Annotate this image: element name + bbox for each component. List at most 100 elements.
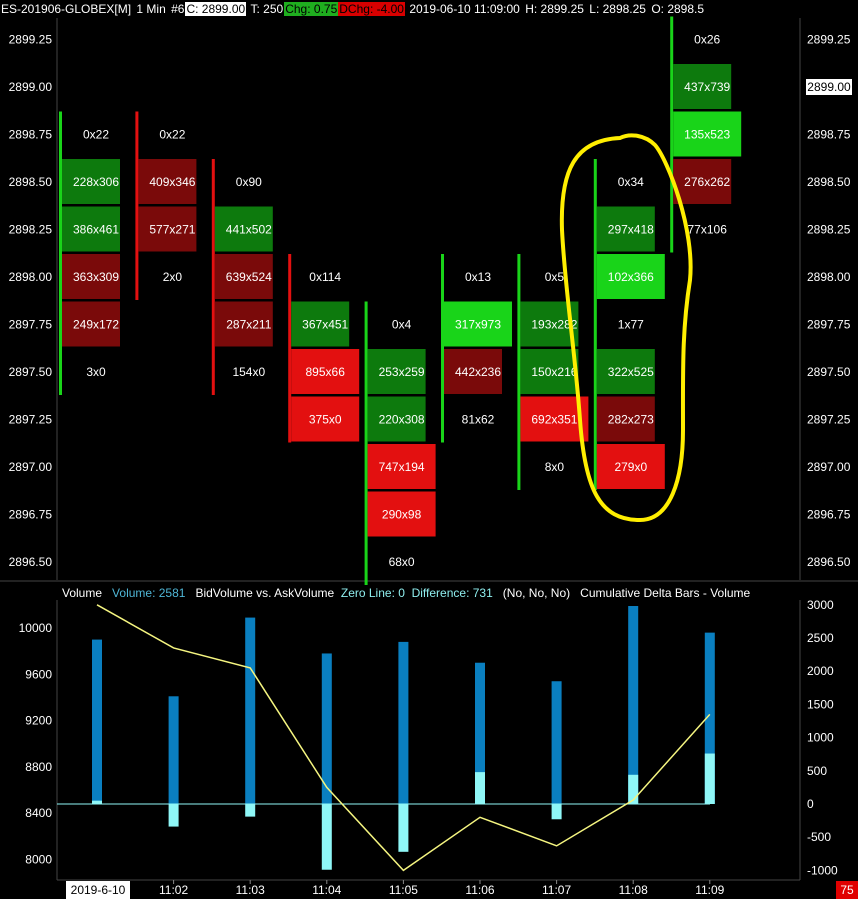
footprint-cell bbox=[62, 206, 120, 252]
footprint-cell-label: 577x271 bbox=[149, 223, 195, 237]
price-tick-label: 2897.00 bbox=[9, 460, 53, 474]
volume-tick-label: 10000 bbox=[19, 621, 53, 635]
price-tick-label: 2898.75 bbox=[9, 128, 53, 142]
footprint-cell bbox=[214, 254, 273, 299]
corner-badge[interactable]: 75 bbox=[836, 881, 858, 899]
footprint-cell bbox=[214, 301, 273, 347]
footprint-cell-label: 0x26 bbox=[694, 33, 720, 47]
footprint-cell-label: 895x66 bbox=[306, 365, 346, 379]
date-label: 2019-6-10 bbox=[66, 881, 130, 899]
footprint-cell bbox=[444, 349, 502, 394]
time-tick-label: 11:09 bbox=[695, 883, 724, 897]
footprint-cell-label: 287x211 bbox=[226, 318, 271, 332]
low-label: L: 2898.25 bbox=[589, 2, 646, 16]
legend-zero-line: Zero Line: 0 bbox=[340, 586, 405, 600]
delta-tick-label: 0 bbox=[807, 797, 814, 811]
footprint-cell-label: 437x739 bbox=[684, 80, 730, 94]
delta-tick-label: 1000 bbox=[807, 731, 834, 745]
price-tick-label: 2899.25 bbox=[807, 33, 851, 47]
price-tick-label: 2896.75 bbox=[807, 508, 851, 522]
price-tick-label: 2896.50 bbox=[807, 555, 851, 569]
volume-bar bbox=[475, 662, 485, 804]
price-tick-label: 2896.50 bbox=[9, 555, 53, 569]
volume-tick-label: 8800 bbox=[25, 760, 52, 774]
volume-bar bbox=[704, 632, 715, 804]
footprint-cell bbox=[673, 64, 732, 109]
footprint-cell-label: 253x259 bbox=[379, 365, 425, 379]
delta-bar bbox=[551, 804, 562, 820]
footprint-cell-label: 282x273 bbox=[608, 413, 654, 427]
footprint-cell-label: 442x236 bbox=[455, 365, 501, 379]
close-badge: C: 2899.00 bbox=[185, 2, 247, 16]
candle-body bbox=[59, 111, 62, 395]
footprint-cell bbox=[367, 491, 436, 537]
footprint-cell-label: 150x216 bbox=[531, 365, 577, 379]
delta-bar bbox=[475, 772, 485, 804]
footprint-cell-label: 2x0 bbox=[163, 270, 183, 284]
price-axis-right: 2899.25 2899.00 2898.75 2898.50 2898.25 2898.… bbox=[807, 33, 851, 570]
delta-tick-label: 2500 bbox=[807, 631, 834, 645]
footprint-cell-label: 279x0 bbox=[614, 460, 647, 474]
time-tick-label: 11:05 bbox=[389, 883, 418, 897]
footprint-cell-label: 68x0 bbox=[389, 555, 415, 569]
price-tick-label: 2899.00 bbox=[9, 80, 53, 94]
price-tick-label: 2897.25 bbox=[807, 413, 851, 427]
delta-bar bbox=[245, 804, 256, 817]
candle-body bbox=[135, 111, 139, 300]
footprint-cell bbox=[138, 159, 197, 204]
footprint-cell-label: 0x114 bbox=[309, 270, 341, 284]
delta-axis: 3000 2500 2000 1500 1000 500 0 -500 -1000 bbox=[807, 598, 838, 878]
candle-body bbox=[441, 254, 444, 443]
delta-tick-label: -1000 bbox=[807, 863, 838, 877]
legend-volume: Volume bbox=[62, 586, 103, 600]
price-tick-label: 2896.75 bbox=[9, 508, 53, 522]
price-tick-label: 2897.50 bbox=[9, 365, 53, 379]
open-label: O: 2898.5 bbox=[651, 2, 705, 16]
candle-body bbox=[288, 254, 292, 443]
footprint-cell bbox=[673, 159, 732, 204]
footprint-cell bbox=[291, 396, 360, 442]
price-axis-left: 2899.25 2899.00 2898.75 2898.50 2898.25 2898.… bbox=[9, 33, 53, 570]
footprint-cell-label: 154x0 bbox=[232, 365, 265, 379]
footprint-cell bbox=[291, 349, 360, 394]
footprint-cell-label: 3x0 bbox=[86, 365, 106, 379]
price-tick-label: 2898.75 bbox=[807, 128, 851, 142]
footprint-cell bbox=[62, 254, 120, 299]
volume-tick-label: 8000 bbox=[25, 853, 52, 867]
period-label: 1 Min bbox=[136, 2, 166, 16]
volume-bar bbox=[92, 639, 102, 804]
chg-badge: Chg: 0.75 bbox=[284, 2, 339, 16]
highlight-annotation bbox=[559, 133, 693, 523]
volume-tick-label: 9600 bbox=[25, 667, 52, 681]
delta-bar bbox=[168, 804, 179, 827]
footprint-cell-label: 692x351 bbox=[531, 413, 577, 427]
subchart-legend: Volume Volume: 2581 BidVolume vs. AskVol… bbox=[62, 585, 750, 601]
delta-bar bbox=[704, 753, 715, 804]
volume-bar bbox=[245, 617, 256, 804]
price-tick-label: 2897.25 bbox=[9, 413, 53, 427]
footprint-cell bbox=[673, 111, 742, 157]
time-tick-label: 11:02 bbox=[159, 883, 188, 897]
footprint-cell bbox=[596, 206, 655, 252]
legend-params: (No, No, No) bbox=[502, 586, 571, 600]
footprint-cell-label: 0x34 bbox=[618, 175, 644, 189]
candle-body bbox=[364, 301, 368, 585]
footprint-cell-label: 0x22 bbox=[159, 128, 185, 142]
candle-body bbox=[593, 159, 597, 490]
footprint-cell-label: 102x366 bbox=[608, 270, 654, 284]
price-tick-label: 2897.00 bbox=[807, 460, 851, 474]
footprint-cell-label: 367x451 bbox=[302, 318, 348, 332]
footprint-cell bbox=[367, 396, 426, 442]
delta-bar bbox=[321, 804, 332, 870]
footprint-cell-label: 409x346 bbox=[149, 175, 195, 189]
price-tick-label: 2897.50 bbox=[807, 365, 851, 379]
footprint-cell bbox=[291, 301, 350, 347]
footprint-chart: 0x22 228x306 386x461 363x309 249x172 3x0 0x22 4… bbox=[59, 16, 742, 585]
delta-tick-label: 500 bbox=[807, 764, 827, 778]
footprint-cell bbox=[62, 301, 120, 347]
footprint-cell-label: 1x77 bbox=[618, 318, 644, 332]
delta-tick-label: 3000 bbox=[807, 598, 834, 612]
footprint-cell bbox=[596, 349, 655, 394]
dchg-badge: DChg: -4.00 bbox=[338, 2, 405, 16]
